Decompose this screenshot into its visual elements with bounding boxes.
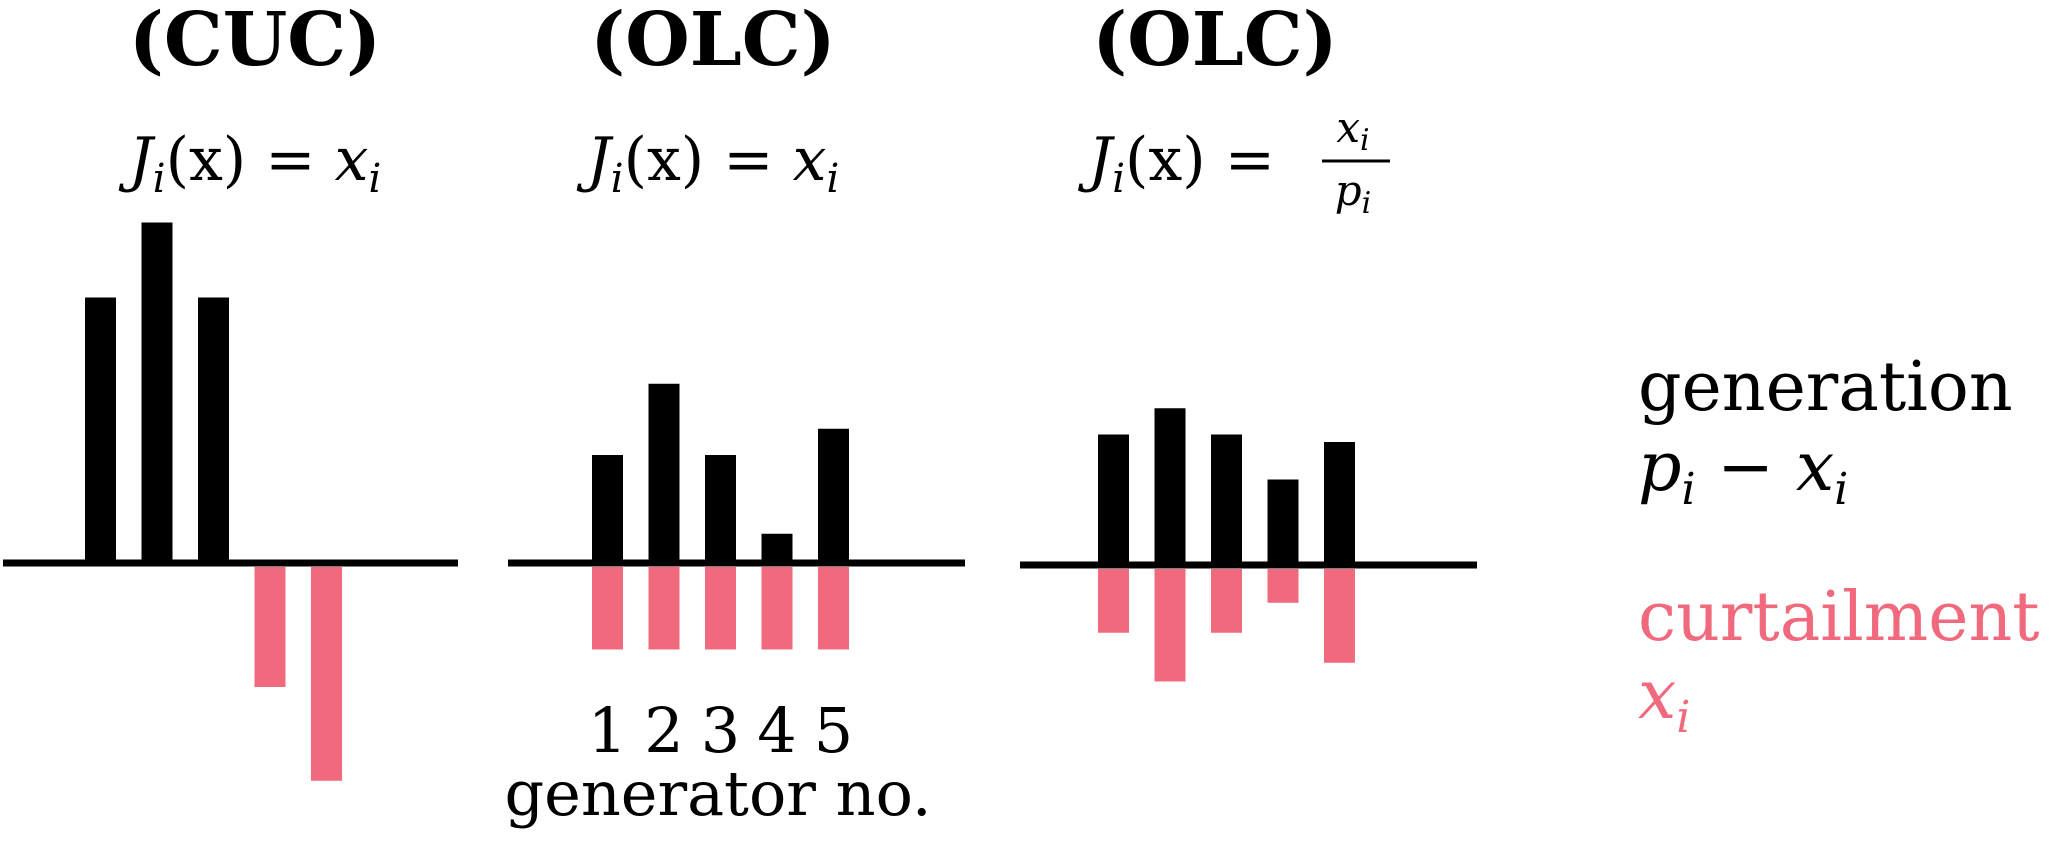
generation-bar-2-3 — [705, 455, 736, 560]
generation-bar-1-3 — [198, 297, 229, 560]
curtailment-bar-3-5 — [1324, 569, 1355, 663]
panel-2-bars — [592, 383, 849, 650]
generation-bar-2-5 — [818, 428, 849, 560]
curtailment-bar-2-2 — [648, 567, 680, 650]
panel-3-fraction-numerator: xi — [1336, 103, 1369, 158]
generation-bar-2-1 — [592, 455, 623, 560]
legend-curtailment-label: curtailment — [1638, 578, 2040, 657]
panel-1-formula: Ji(x) = xi — [118, 125, 382, 202]
panel-2-title: (OLC) — [590, 0, 835, 83]
curtailment-bar-1-4 — [254, 567, 286, 687]
generation-bar-2-4 — [761, 533, 793, 560]
curtailment-bar-1-5 — [311, 567, 342, 781]
curtailment-bar-2-5 — [818, 567, 849, 650]
generation-bar-1-2 — [141, 222, 173, 560]
generation-bar-3-2 — [1154, 408, 1186, 562]
panel-1-bars — [85, 222, 342, 781]
curtailment-bar-2-4 — [761, 567, 793, 650]
panel-3-title: (OLC) — [1092, 0, 1337, 83]
legend-generation-label: generation — [1638, 348, 2013, 427]
tick-label-5: 5 — [814, 694, 853, 767]
generation-bar-3-4 — [1267, 479, 1299, 562]
legend-curtailment-math: xi — [1638, 656, 1690, 743]
tick-label-3: 3 — [701, 694, 740, 767]
curtailment-bar-2-1 — [592, 567, 623, 650]
legend: generation pi − xi curtailment xi — [1638, 348, 2040, 743]
generation-bar-3-5 — [1324, 442, 1355, 562]
curtailment-bar-3-3 — [1211, 569, 1242, 633]
panel-3-fraction: xi pi — [1322, 103, 1390, 221]
panel-1-title: (CUC) — [129, 0, 381, 83]
curtailment-bar-2-3 — [705, 567, 736, 650]
tick-label-2: 2 — [644, 694, 683, 767]
panel-2-formula: Ji(x) = xi — [576, 125, 840, 202]
curtailment-bar-3-2 — [1154, 569, 1186, 682]
curtailment-bar-3-4 — [1267, 569, 1299, 603]
generation-bar-3-3 — [1211, 434, 1242, 562]
generation-bar-3-1 — [1098, 434, 1129, 562]
panel-1: (CUC) Ji(x) = xi — [3, 0, 458, 781]
panel-3: (OLC) Ji(x) = xi pi — [1020, 0, 1477, 682]
panel-2-xlabel: generator no. — [504, 757, 931, 830]
generation-bar-2-2 — [648, 383, 680, 560]
curtailment-bar-3-1 — [1098, 569, 1129, 633]
tick-label-1: 1 — [588, 694, 627, 767]
tick-label-4: 4 — [757, 694, 796, 767]
generation-bar-1-1 — [85, 297, 116, 560]
panel-3-formula: Ji(x) = — [1077, 125, 1275, 202]
panel-3-bars — [1098, 408, 1355, 682]
panel-3-fraction-denominator: pi — [1335, 166, 1372, 221]
legend-generation-math: pi − xi — [1638, 428, 1848, 515]
